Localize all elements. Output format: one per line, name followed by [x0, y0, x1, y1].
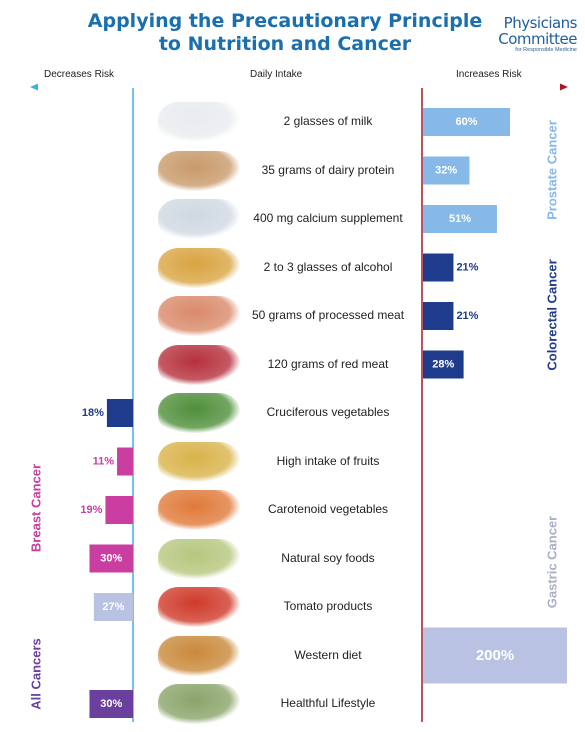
2-glasses-of-milk-image: [158, 102, 240, 142]
increases-risk-header: Increases Risk: [456, 69, 522, 80]
pcrm-logo: Physicians Committee for Responsible Med…: [482, 15, 577, 54]
data-label-35-grams-of-dairy-protein: 32%: [435, 165, 457, 177]
logo-line-2: Committee: [498, 30, 577, 48]
bar-high-intake-of-fruits: [117, 447, 133, 476]
category-label-healthful-lifestyle: Healthful Lifestyle: [280, 696, 376, 710]
bar-carotenoid-vegetables: [105, 496, 133, 524]
data-label-400-mg-calcium-supplement: 51%: [449, 213, 471, 225]
data-label-cruciferous-vegetables: 18%: [82, 407, 104, 419]
category-label-cruciferous-vegetables: Cruciferous vegetables: [266, 405, 390, 419]
right-arrowhead: [560, 83, 568, 91]
healthful-lifestyle-image: [158, 684, 240, 724]
data-label-2-to-3-glasses-of-alcohol: 21%: [456, 262, 478, 274]
bar-120-grams-of-red-meat: [423, 350, 464, 379]
bar-2-glasses-of-milk: [423, 108, 510, 136]
prostate-cancer-label: Prostate Cancer: [544, 120, 560, 220]
bar-400-mg-calcium-supplement: [423, 205, 497, 233]
bar-35-grams-of-dairy-protein: [423, 156, 470, 185]
data-label-2-glasses-of-milk: 60%: [455, 116, 477, 128]
breast-cancer-label: Breast Cancer: [28, 463, 44, 553]
natural-soy-foods-image: [158, 538, 240, 579]
logo-line-1: Physicians: [503, 14, 578, 32]
bar-2-to-3-glasses-of-alcohol: [423, 253, 454, 282]
title-line-2: to Nutrition and Cancer: [158, 33, 412, 55]
tomato-products-image: [158, 587, 240, 627]
data-label-120-grams-of-red-meat: 28%: [432, 359, 454, 371]
120-grams-of-red-meat-image: [158, 344, 240, 385]
data-label-high-intake-of-fruits: 11%: [93, 456, 115, 468]
category-label-2-to-3-glasses-of-alcohol: 2 to 3 glasses of alcohol: [263, 259, 393, 274]
category-label-western-diet: Western diet: [294, 647, 362, 662]
bar-healthful-lifestyle: [89, 690, 133, 718]
bar-natural-soy-foods: [89, 544, 133, 573]
gastric-cancer-label: Gastric Cancer: [544, 515, 560, 609]
category-label-2-glasses-of-milk: 2 glasses of milk: [283, 114, 373, 128]
data-label-50-grams-of-processed-meat: 21%: [456, 310, 478, 322]
data-label-carotenoid-vegetables: 19%: [80, 504, 102, 516]
chart-title: Applying the Precautionary Principle to …: [85, 10, 485, 56]
data-label-healthful-lifestyle: 30%: [100, 698, 122, 710]
2-to-3-glasses-of-alcohol-image: [158, 247, 240, 288]
title-line-1: Applying the Precautionary Principle: [87, 10, 483, 32]
data-label-tomato-products: 27%: [102, 601, 124, 613]
category-label-50-grams-of-processed-meat: 50 grams of processed meat: [251, 308, 405, 322]
category-label-natural-soy-foods: Natural soy foods: [281, 550, 375, 565]
category-label-tomato-products: Tomato products: [283, 599, 373, 613]
data-label-natural-soy-foods: 30%: [100, 553, 122, 565]
bar-western-diet: [423, 627, 567, 684]
bar-50-grams-of-processed-meat: [423, 302, 454, 330]
cruciferous-vegetables-image: [158, 393, 240, 433]
bar-tomato-products: [93, 593, 133, 621]
400-mg-calcium-supplement-image: [158, 199, 240, 239]
category-label-35-grams-of-dairy-protein: 35 grams of dairy protein: [261, 162, 395, 177]
carotenoid-vegetables-image: [158, 490, 240, 530]
50-grams-of-processed-meat-image: [158, 296, 240, 336]
category-label-high-intake-of-fruits: High intake of fruits: [276, 453, 380, 468]
data-label-western-diet: 200%: [476, 647, 514, 664]
left-arrowhead: [30, 83, 38, 91]
bar-cruciferous-vegetables: [106, 399, 133, 427]
category-label-120-grams-of-red-meat: 120 grams of red meat: [267, 356, 389, 371]
daily-intake-header: Daily Intake: [250, 69, 303, 80]
all-cancers-label: All Cancers: [28, 638, 44, 710]
category-label-carotenoid-vegetables: Carotenoid vegetables: [267, 502, 389, 516]
western-diet-image: [158, 635, 240, 676]
colorectal-cancer-label: Colorectal Cancer: [544, 259, 560, 371]
category-label-400-mg-calcium-supplement: 400 mg calcium supplement: [253, 211, 403, 225]
high-intake-of-fruits-image: [158, 441, 240, 482]
35-grams-of-dairy-protein-image: [158, 150, 240, 191]
logo-line-3: for Responsible Medicine: [515, 47, 577, 53]
decreases-risk-header: Decreases Risk: [44, 69, 115, 80]
